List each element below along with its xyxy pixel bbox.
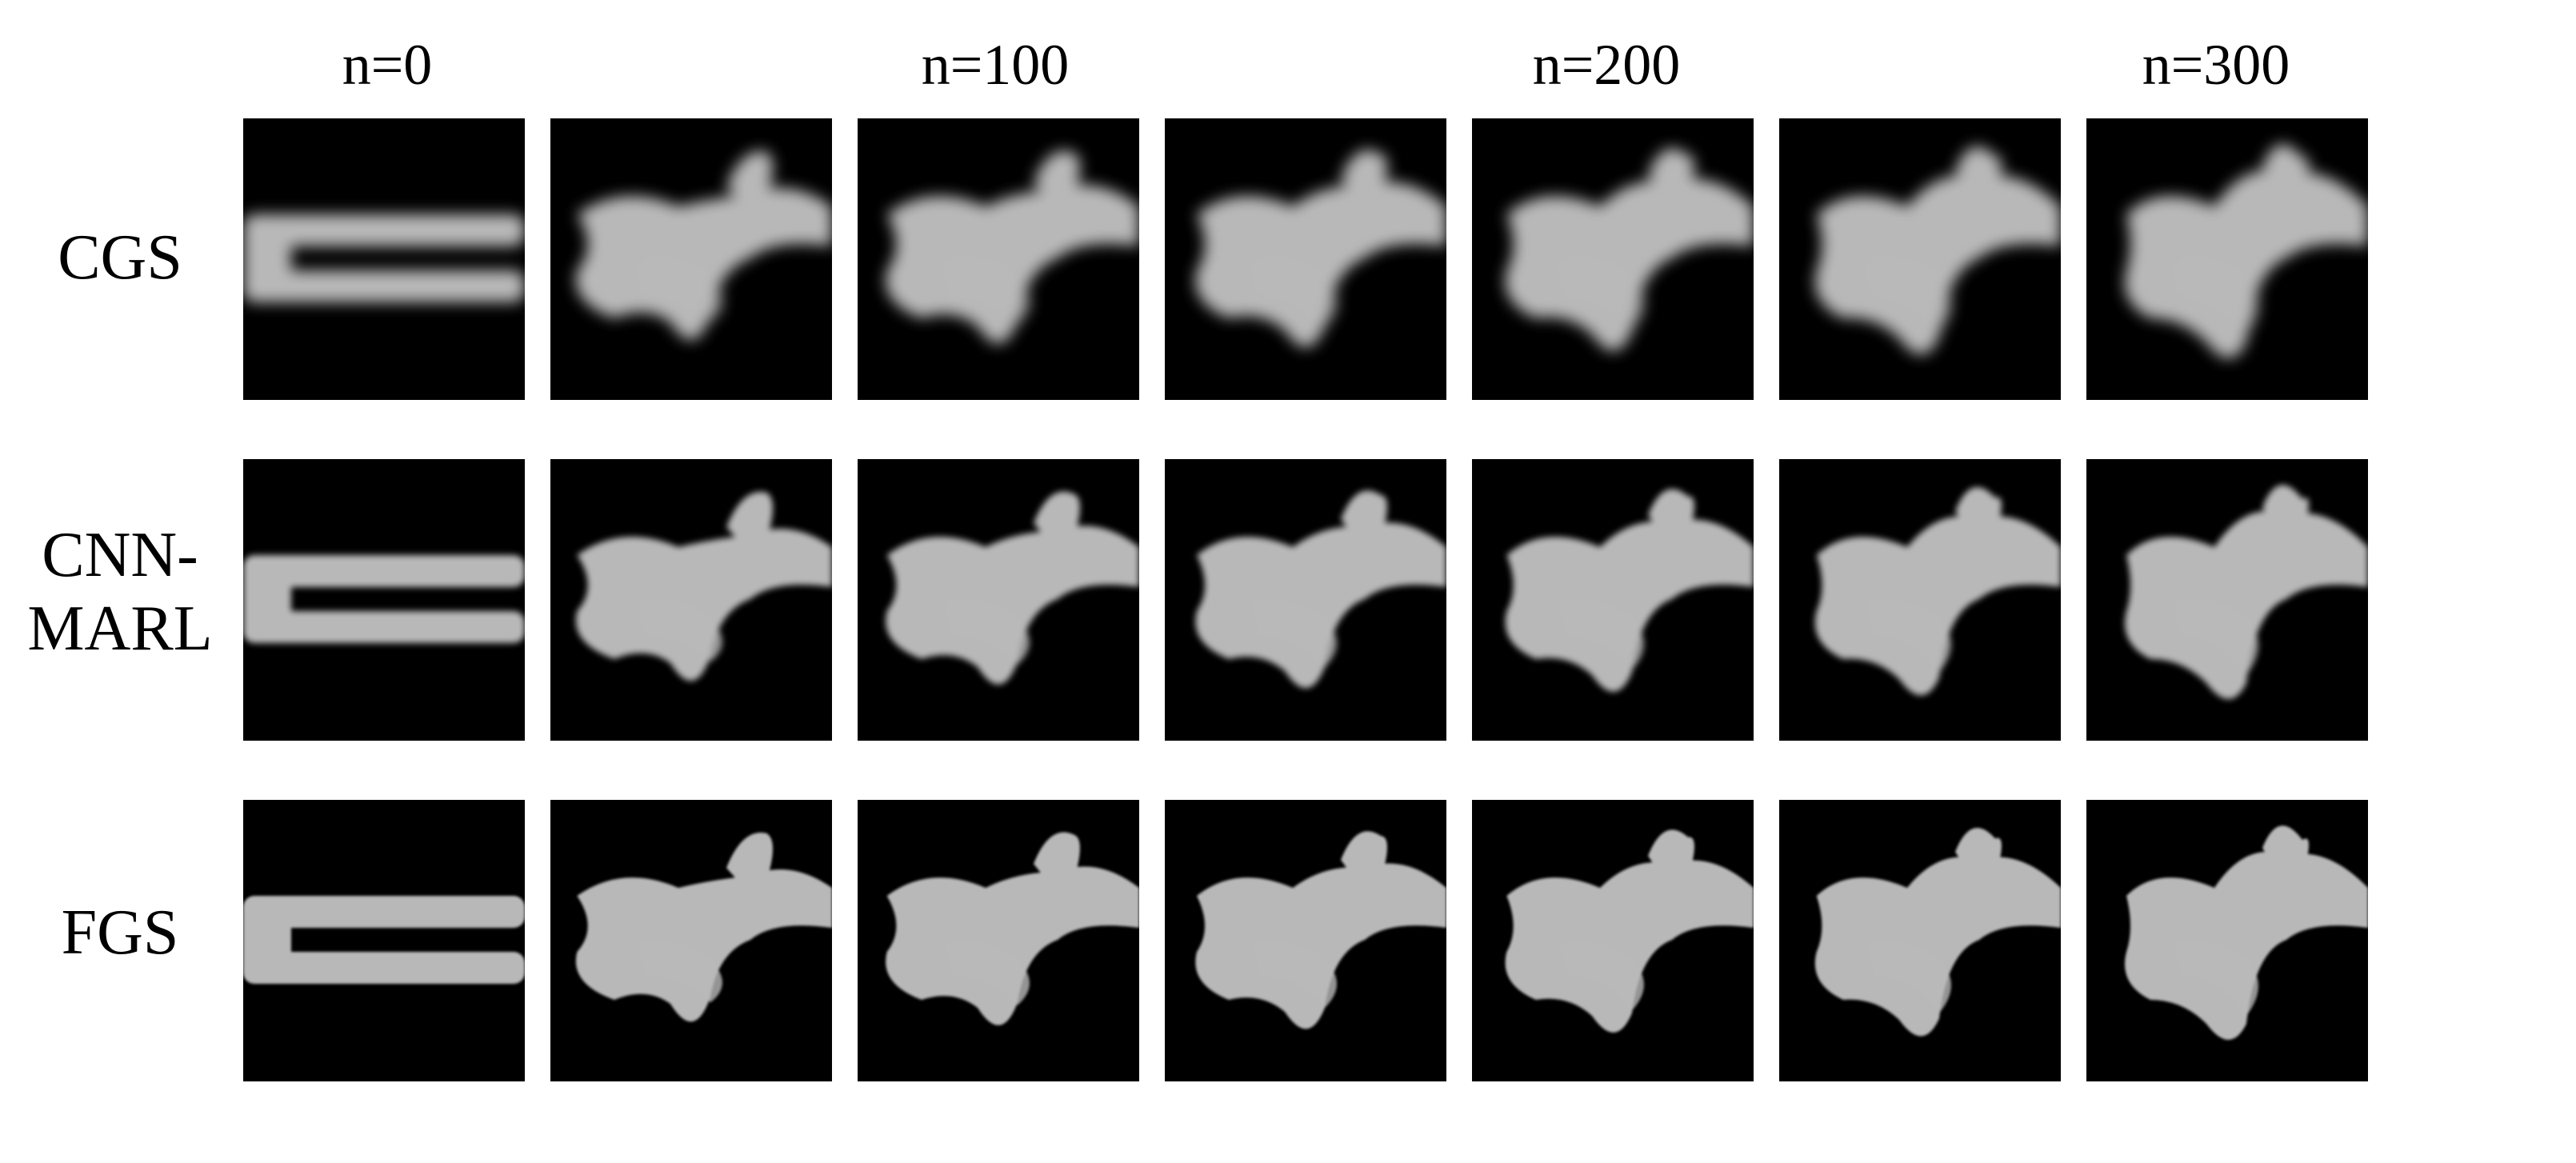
smoke-panel-cnn-marl-1	[550, 459, 832, 741]
smoke-panel-fgs-4	[1472, 800, 1754, 1081]
column-header-n100: n=100	[921, 33, 1070, 97]
smoke-panel-cnn-marl-2	[858, 459, 1139, 741]
smoke-panel-cnn-marl-6	[2086, 459, 2368, 741]
column-header-n300: n=300	[2142, 33, 2290, 97]
smoke-panel-cnn-marl-3	[1165, 459, 1446, 741]
smoke-panel-fgs-0	[243, 800, 525, 1081]
smoke-panel-cnn-marl-0	[243, 459, 525, 741]
smoke-panel-fgs-6	[2086, 800, 2368, 1081]
row-label-cgs: CGS	[58, 222, 182, 293]
smoke-panel-cgs-3	[1165, 118, 1446, 400]
smoke-panel-fgs-2	[858, 800, 1139, 1081]
smoke-panel-cgs-2	[858, 118, 1139, 400]
row-label-cnn-marl: CNN- MARL	[27, 520, 213, 664]
smoke-panel-cnn-marl-5	[1779, 459, 2061, 741]
smoke-panel-cgs-0	[243, 118, 525, 400]
smoke-panel-cgs-4	[1472, 118, 1754, 400]
smoke-panel-cnn-marl-4	[1472, 459, 1754, 741]
column-header-n200: n=200	[1532, 33, 1681, 97]
column-header-n0: n=0	[342, 33, 433, 97]
smoke-panel-fgs-1	[550, 800, 832, 1081]
row-label-fgs: FGS	[61, 897, 179, 968]
smoke-panel-cgs-1	[550, 118, 832, 400]
smoke-panel-fgs-5	[1779, 800, 2061, 1081]
smoke-panel-cgs-6	[2086, 118, 2368, 400]
smoke-panel-cgs-5	[1779, 118, 2061, 400]
smoke-panel-fgs-3	[1165, 800, 1446, 1081]
